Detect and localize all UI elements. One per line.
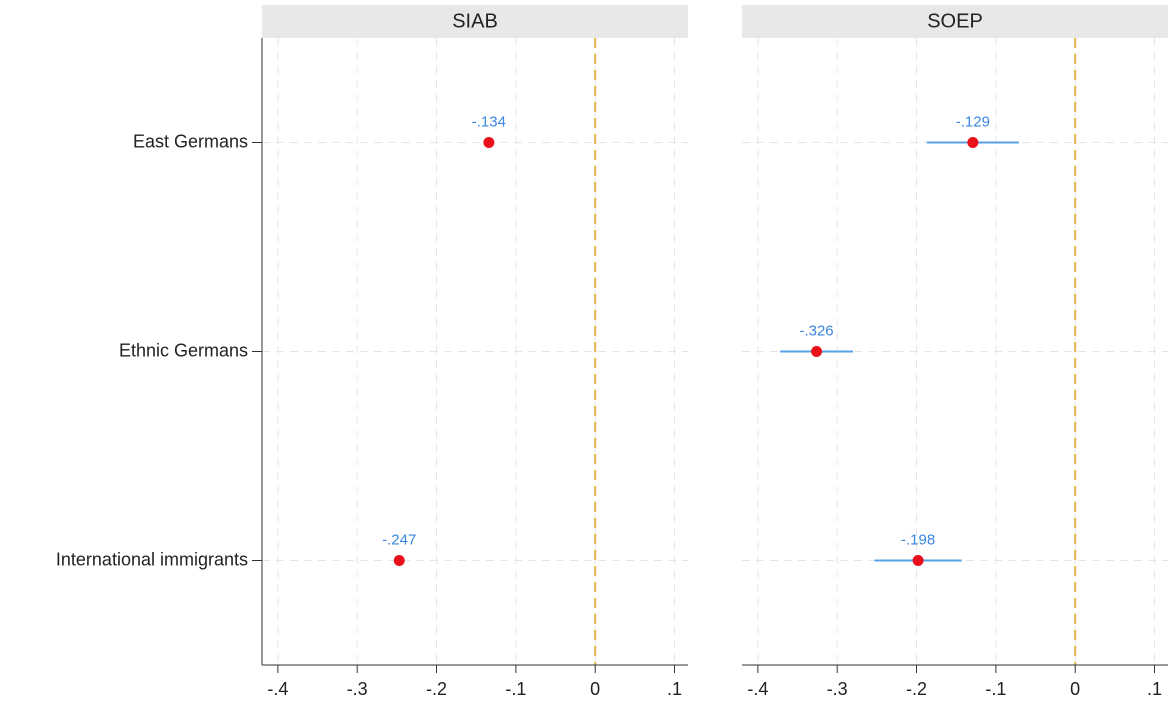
panel-header — [742, 5, 1168, 38]
value-label: -.129 — [956, 113, 990, 130]
value-label: -.247 — [382, 531, 416, 548]
x-tick-label: -.2 — [426, 679, 447, 699]
x-tick-label: -.4 — [747, 679, 768, 699]
panel-title: SOEP — [927, 10, 983, 32]
x-tick-label: -.1 — [505, 679, 526, 699]
point — [811, 346, 823, 357]
x-tick-label: -.3 — [827, 679, 848, 699]
x-tick-label: 0 — [590, 679, 600, 699]
value-label: -.134 — [472, 113, 506, 130]
x-tick-label: .1 — [667, 679, 682, 699]
x-tick-label: -.3 — [347, 679, 368, 699]
panel-title: SIAB — [452, 10, 498, 32]
point — [393, 555, 405, 566]
x-tick-label: 0 — [1070, 679, 1080, 699]
point — [483, 137, 495, 148]
value-label: -.326 — [799, 322, 833, 339]
x-tick-label: -.1 — [985, 679, 1006, 699]
y-tick-label: Ethnic Germans — [119, 340, 248, 360]
x-tick-label: -.2 — [906, 679, 927, 699]
point — [967, 137, 979, 148]
x-tick-label: -.4 — [267, 679, 288, 699]
y-tick-label: International immigrants — [56, 549, 248, 569]
y-tick-label: East Germans — [133, 131, 248, 151]
value-label: -.198 — [901, 531, 935, 548]
panel-header — [262, 5, 688, 38]
x-tick-label: .1 — [1147, 679, 1162, 699]
point — [912, 555, 924, 566]
